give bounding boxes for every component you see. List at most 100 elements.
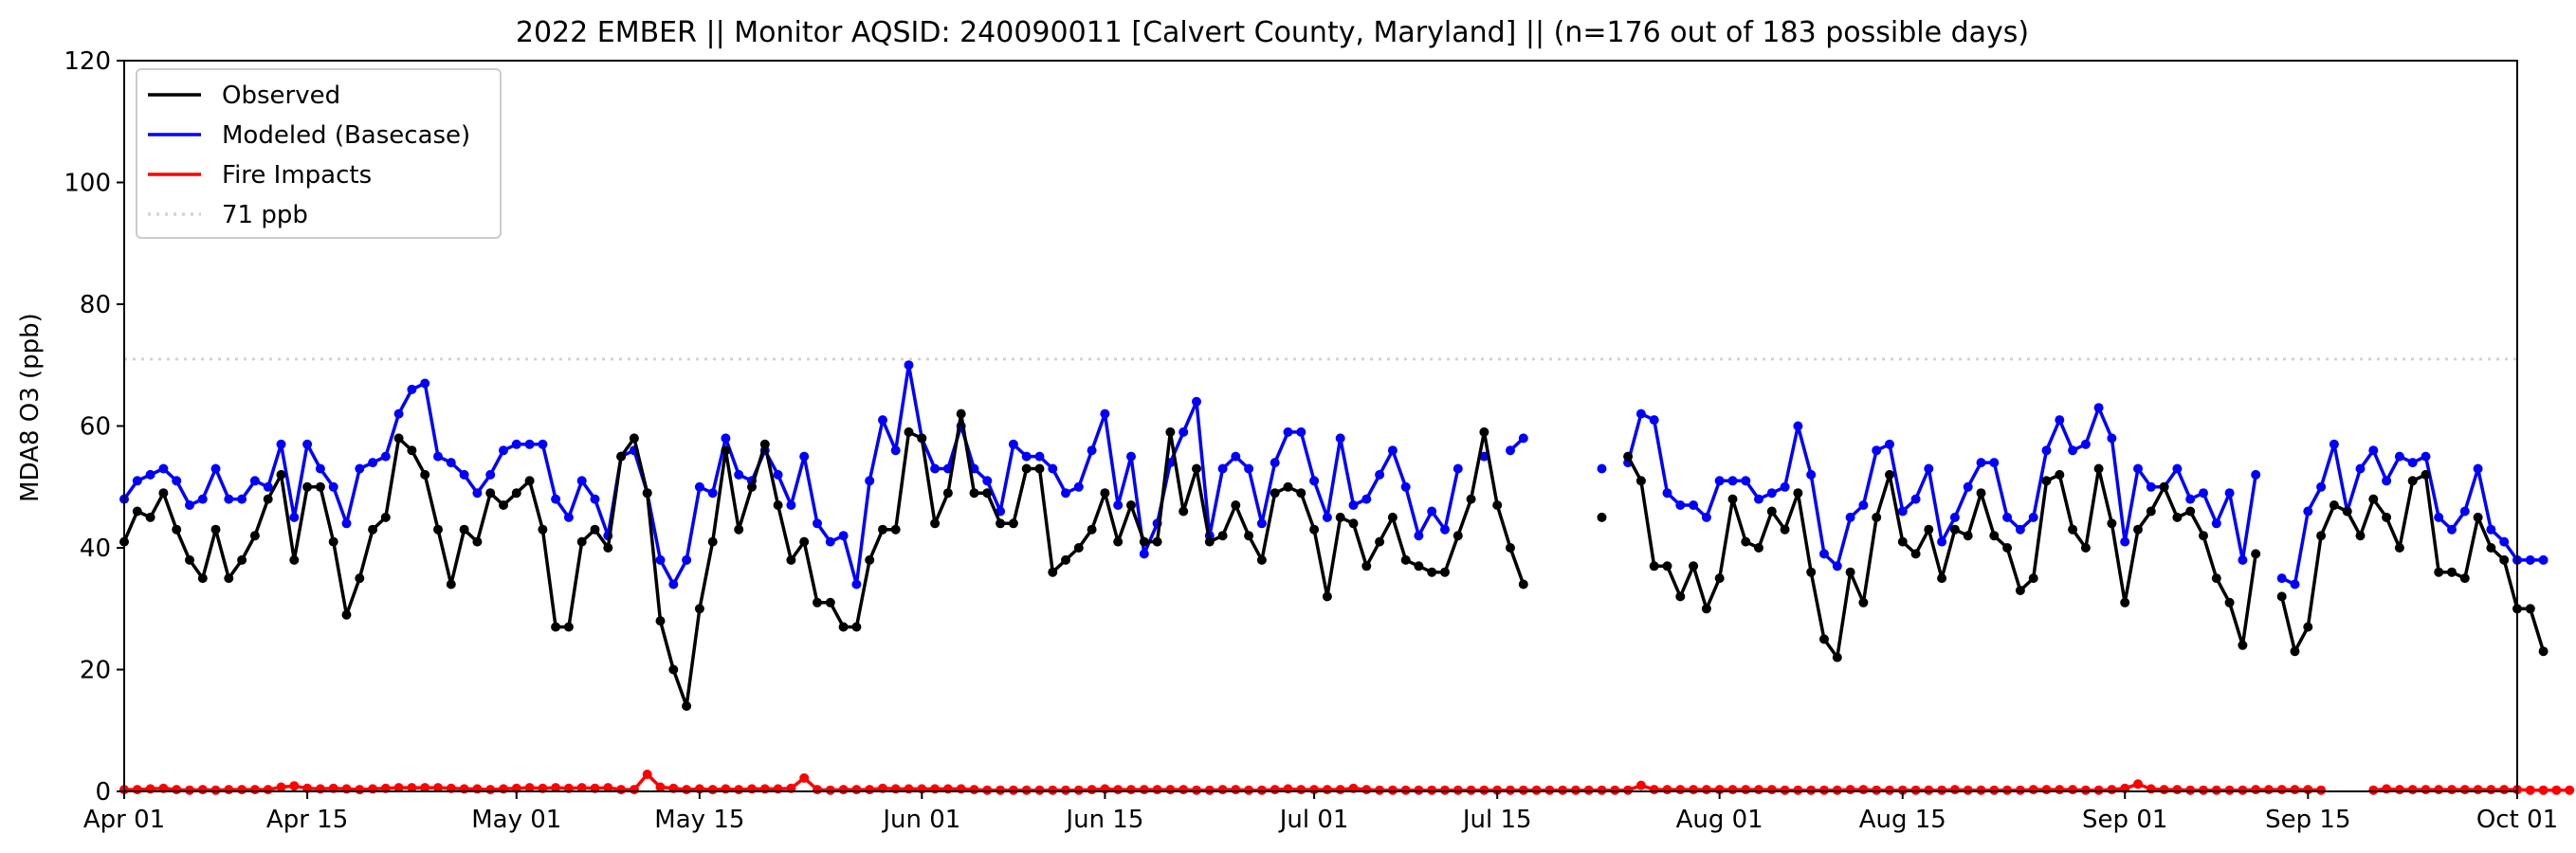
data-point [197,494,208,504]
x-tick-label: Aug 15 [1859,806,1946,834]
data-point [249,531,260,541]
data-point [2382,512,2392,522]
data-point [1021,463,1032,474]
data-point [1492,500,1503,510]
data-point [1989,785,2000,795]
data-point [1008,785,1018,795]
x-tick-label: Jun 01 [881,806,960,834]
data-point [393,783,404,793]
data-point [1780,785,1790,795]
data-point [1949,512,1960,522]
data-point [2525,785,2535,795]
data-point [1348,518,1359,529]
data-point [132,785,142,795]
data-point [2538,785,2549,795]
data-point [1766,785,1777,795]
data-point [1270,488,1280,499]
data-point [459,524,469,535]
chart-title: 2022 EMBER || Monitor AQSID: 240090011 [… [516,16,2029,49]
data-point [1361,494,1372,504]
data-point [2093,403,2104,413]
data-point [158,488,169,499]
data-point [2041,785,2052,795]
data-point [1597,785,1607,795]
data-point [1479,785,1489,795]
data-point [1375,785,1385,795]
data-point [132,506,142,517]
data-point [668,579,679,590]
data-point [2368,445,2379,456]
data-point [942,488,953,499]
data-point [1231,451,1241,462]
data-point [1165,785,1176,795]
data-point [1989,531,2000,541]
data-point [249,476,260,486]
data-point [1427,506,1437,517]
data-point [328,536,338,547]
data-point [1061,785,1070,795]
data-point [956,408,966,419]
data-point [2002,543,2013,553]
data-point [2316,785,2327,795]
series-group [119,360,2575,795]
data-point [825,785,835,795]
y-tick-label: 60 [80,413,111,442]
data-point [1165,426,1176,437]
data-point [1885,439,1894,449]
data-point [721,433,731,444]
data-point [224,785,234,795]
data-point [1766,488,1777,499]
data-point [2421,469,2431,480]
data-point [420,469,430,480]
data-point [1008,518,1018,529]
data-point [1845,567,1855,577]
data-point [2290,785,2300,795]
data-point [1583,785,1594,795]
data-point [1571,785,1580,795]
data-point [890,524,901,535]
data-point [1558,785,1568,795]
data-point [1780,524,1790,535]
data-point [2251,469,2261,480]
data-point [1806,785,1817,795]
data-point [1518,433,1528,444]
data-point [1061,554,1070,565]
data-point [682,554,692,565]
data-point [1021,785,1032,795]
data-point [2146,481,2156,492]
series-line [122,411,1526,708]
data-point [2251,549,2261,559]
data-point [368,458,378,468]
data-point [1976,785,1986,795]
data-point [1361,561,1372,572]
data-point [1518,785,1528,795]
data-point [2342,506,2352,517]
data-point [1283,426,1293,437]
data-point [2368,785,2379,795]
data-point [642,770,652,779]
data-point [1440,524,1450,535]
data-point [2133,779,2143,789]
data-point [1296,785,1306,795]
data-point [1400,554,1411,565]
data-point [734,524,744,535]
data-point [917,433,927,444]
data-point [315,463,325,474]
data-point [1518,579,1528,590]
data-point [132,476,142,486]
data-point [2276,573,2287,584]
data-point [1048,785,1058,795]
data-point [576,476,587,486]
data-point [1335,512,1345,522]
data-point [1858,785,1869,795]
data-point [368,524,378,535]
data-point [499,500,508,510]
x-tick-label: Jun 15 [1064,806,1143,834]
data-point [1452,785,1463,795]
data-point [1440,785,1450,795]
data-point [1361,785,1372,795]
data-point [1858,500,1869,510]
data-point [2434,512,2444,522]
x-tick-label: Sep 01 [2082,806,2167,834]
data-point [2538,554,2549,565]
